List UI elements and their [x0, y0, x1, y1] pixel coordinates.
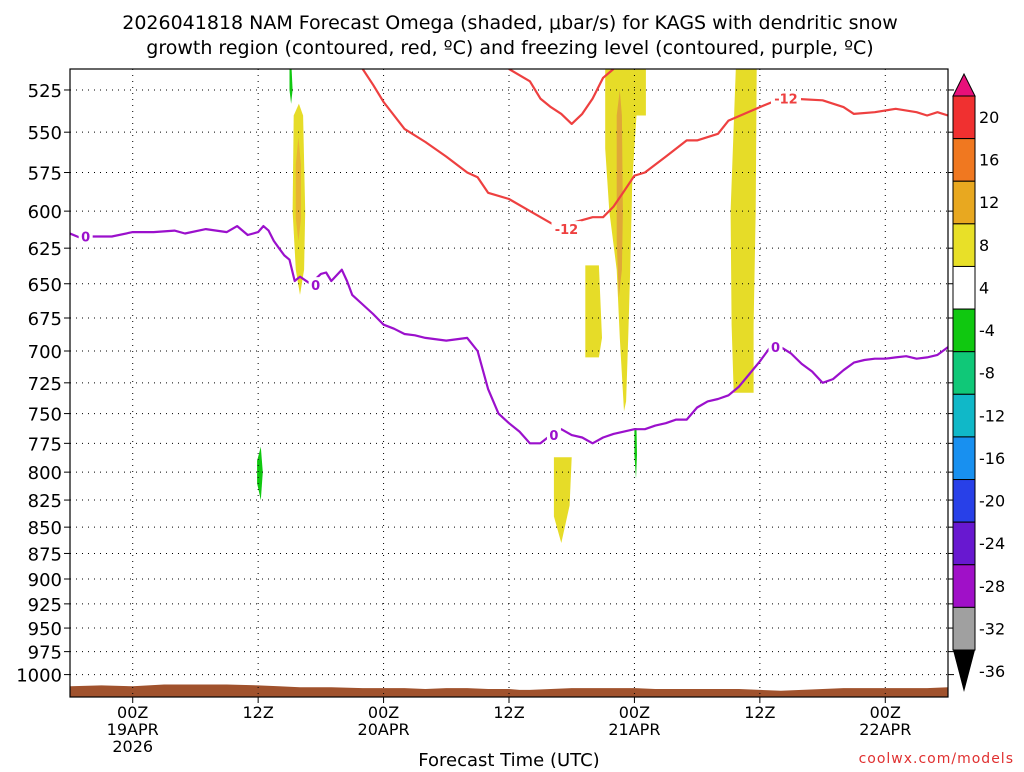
- colorbar-label: -24: [979, 534, 1005, 553]
- omega-shading-layer: [257, 69, 757, 543]
- grid-layer: [70, 69, 948, 697]
- colorbar-swatch: [952, 265, 976, 310]
- colorbar-label: 20: [979, 108, 999, 127]
- y-tick-label: 725: [28, 374, 62, 395]
- colorbar-label: -36: [979, 662, 1005, 681]
- freezing-level-label-bg: [308, 277, 323, 294]
- freezing-level-label: 0: [81, 230, 90, 245]
- y-tick-label: 700: [28, 342, 62, 363]
- x-tick-sublabel: 21APR: [608, 720, 660, 739]
- freezing-level-label: 0: [771, 341, 780, 356]
- freezing-level-label: 0: [549, 429, 558, 444]
- colorbar-label: -20: [979, 492, 1005, 511]
- freezing-level-label: 0: [311, 279, 320, 294]
- colorbar-top-triangle: [953, 74, 975, 96]
- colorbar-label: -8: [979, 364, 995, 383]
- dgz-contour-line: [508, 69, 615, 126]
- axes-layer: -12 -12 0 0 0 0 525 550 575 600 625 650 675 700 725 750…: [16, 68, 954, 756]
- colorbar-label: -28: [979, 577, 1005, 596]
- omega-region: [585, 265, 602, 358]
- x-tick-label: 12Z: [242, 703, 273, 722]
- colorbar-swatch: [952, 564, 976, 608]
- y-tick-label: 875: [28, 544, 62, 565]
- contour-layer: [70, 69, 948, 445]
- omega-region: [257, 446, 263, 501]
- y-tick-label: 650: [28, 275, 62, 296]
- colorbar-label: -12: [979, 406, 1005, 425]
- omega-region: [605, 69, 646, 412]
- dgz-contour-label-bg: [551, 221, 582, 238]
- colorbar-label: 16: [979, 151, 999, 170]
- colorbar-swatch: [952, 95, 976, 140]
- x-tick-label: 00Z: [117, 703, 148, 722]
- chart-title-line-2: growth region (contoured, red, ºC) and f…: [146, 37, 873, 59]
- colorbar-label: 4: [979, 278, 989, 297]
- colorbar: 20 16 12 8 4 -4 -8 -12 -16 -20 -24 -28 -32 -36: [952, 72, 1005, 692]
- x-tick-label: 12Z: [493, 703, 524, 722]
- omega-region: [616, 90, 623, 298]
- y-tick-label: 900: [28, 570, 62, 591]
- x-tick-label: 00Z: [368, 703, 399, 722]
- colorbar-top-outline: [952, 72, 976, 97]
- dgz-contour-label: -12: [774, 93, 798, 108]
- dgz-contour-label: -12: [555, 223, 579, 238]
- y-tick-label: 1000: [16, 666, 62, 687]
- y-tick-label: 825: [28, 491, 62, 512]
- x-tick-label: 12Z: [744, 703, 775, 722]
- colorbar-swatch: [952, 180, 976, 225]
- y-tick-label: 775: [28, 434, 62, 455]
- y-tick-label: 600: [28, 202, 62, 223]
- x-tick-sublabel: 19APR: [107, 720, 159, 739]
- colorbar-label: 8: [979, 236, 989, 255]
- y-tick-label: 925: [28, 595, 62, 616]
- x-tick-sublabel: 2026: [112, 737, 153, 756]
- y-tick-label: 675: [28, 309, 62, 330]
- x-tick-label: 00Z: [870, 703, 901, 722]
- y-tick-label: 575: [28, 164, 62, 185]
- y-tick-label: 550: [28, 123, 62, 144]
- credit-text: coolwx.com/models: [859, 751, 1014, 767]
- colorbar-label: -16: [979, 449, 1005, 468]
- colorbar-label: 12: [979, 193, 999, 212]
- y-tick-label: 800: [28, 463, 62, 484]
- omega-region: [295, 137, 301, 241]
- colorbar-swatch: [952, 308, 976, 353]
- dgz-contour-label-bg: [770, 90, 801, 107]
- colorbar-swatch: [952, 606, 976, 651]
- colorbar-swatch: [952, 138, 976, 182]
- colorbar-swatch: [952, 479, 976, 523]
- chart-title-line-1: 2026041818 NAM Forecast Omega (shaded, μ…: [122, 12, 898, 34]
- dgz-contour-line: [361, 69, 948, 231]
- omega-region: [730, 69, 757, 393]
- freezing-level-label-bg: [546, 427, 561, 444]
- colorbar-swatch: [952, 393, 976, 438]
- freezing-level-label-bg: [78, 228, 93, 245]
- colorbar-swatch: [952, 436, 976, 481]
- y-tick-label: 625: [28, 239, 62, 260]
- freezing-level-label-bg: [768, 339, 783, 356]
- x-tick-label: 00Z: [619, 703, 650, 722]
- y-tick-label: 950: [28, 619, 62, 640]
- omega-region: [634, 428, 637, 479]
- y-tick-label: 525: [28, 81, 62, 102]
- colorbar-bottom-triangle: [953, 650, 975, 692]
- colorbar-label: -32: [979, 619, 1005, 638]
- colorbar-swatch: [952, 351, 976, 395]
- terrain-layer: [70, 684, 948, 697]
- x-tick-sublabel: 22APR: [859, 720, 911, 739]
- y-tick-label: 850: [28, 518, 62, 539]
- omega-region: [289, 69, 293, 104]
- x-axis-label: Forecast Time (UTC): [418, 750, 599, 768]
- colorbar-swatch: [952, 223, 976, 267]
- freezing-level-line: [70, 225, 948, 445]
- y-tick-label: 975: [28, 643, 62, 664]
- colorbar-swatch: [952, 521, 976, 566]
- terrain-fill: [70, 684, 948, 697]
- colorbar-label: -4: [979, 321, 995, 340]
- x-tick-sublabel: 20APR: [358, 720, 410, 739]
- y-tick-label: 750: [28, 405, 62, 426]
